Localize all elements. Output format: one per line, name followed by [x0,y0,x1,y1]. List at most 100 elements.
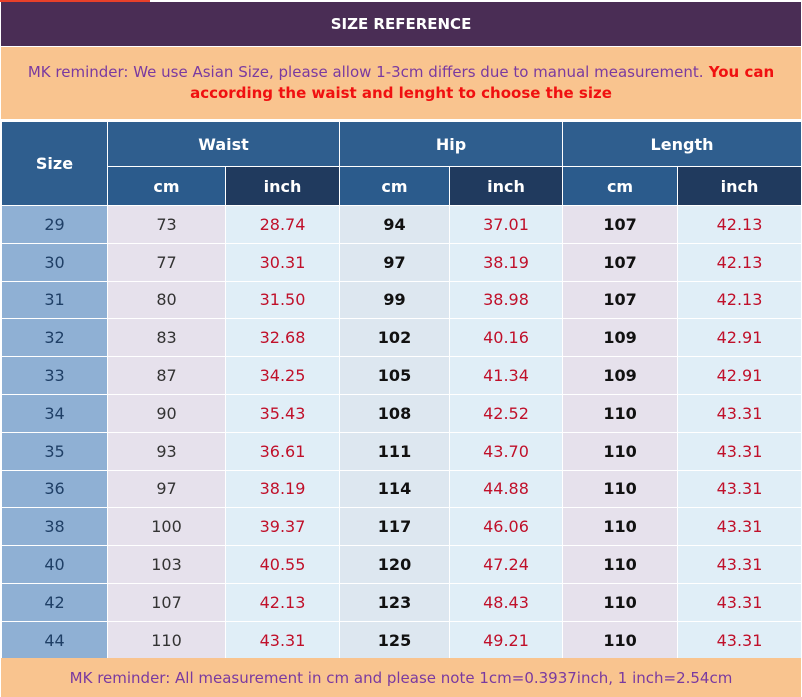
cell-waist-inch: 28.74 [225,205,340,244]
cell-length-inch: 42.13 [677,242,802,282]
cell-size: 31 [1,280,108,320]
cell-length-cm: 110 [562,393,679,433]
cell-length-cm: 110 [562,431,679,471]
cell-length-inch: 43.31 [677,545,802,584]
cell-size: 32 [1,318,108,358]
cell-length-inch: 42.91 [677,356,802,395]
table-row: 35 93 36.61 111 43.70 110 43.31 [1,431,802,471]
table-row: 38 100 39.37 117 46.06 110 43.31 [1,507,802,547]
header-length-cm: cm [562,166,679,206]
cell-waist-cm: 103 [107,545,226,584]
cell-length-inch: 43.31 [677,582,802,622]
cell-hip-cm: 123 [339,582,450,622]
table-row: 42 107 42.13 123 48.43 110 43.31 [1,582,802,622]
cell-size: 42 [1,582,108,622]
cell-waist-inch: 32.68 [225,318,340,358]
header-hip-inch: inch [448,166,564,206]
cell-waist-cm: 90 [107,393,226,433]
cell-waist-cm: 87 [107,356,226,395]
cell-waist-inch: 39.37 [225,507,340,547]
cell-waist-inch: 42.13 [225,582,340,622]
cell-size: 33 [1,356,108,395]
cell-hip-inch: 38.19 [448,242,564,282]
cell-waist-cm: 110 [107,620,226,660]
cell-length-cm: 110 [562,469,679,509]
cell-hip-inch: 40.16 [448,318,564,358]
cell-waist-inch: 36.61 [225,431,340,471]
cell-hip-inch: 42.52 [448,393,564,433]
cell-waist-cm: 93 [107,431,226,471]
cell-length-inch: 43.31 [677,393,802,433]
cell-size: 30 [1,242,108,282]
cell-hip-cm: 111 [339,431,450,471]
cell-hip-inch: 49.21 [448,620,564,660]
cell-hip-cm: 105 [339,356,450,395]
cell-waist-cm: 83 [107,318,226,358]
table-row: 32 83 32.68 102 40.16 109 42.91 [1,318,802,358]
cell-waist-inch: 35.43 [225,393,340,433]
table-row: 29 73 28.74 94 37.01 107 42.13 [1,205,802,244]
cell-hip-cm: 97 [339,242,450,282]
cell-hip-inch: 41.34 [448,356,564,395]
cell-length-inch: 42.13 [677,205,802,244]
cell-size: 29 [1,205,108,244]
cell-size: 35 [1,431,108,471]
cell-length-cm: 110 [562,545,679,584]
cell-hip-inch: 43.70 [448,431,564,471]
cell-waist-inch: 31.50 [225,280,340,320]
cell-waist-cm: 77 [107,242,226,282]
table-row: 44 110 43.31 125 49.21 110 43.31 [1,620,802,660]
cell-hip-inch: 44.88 [448,469,564,509]
cell-hip-cm: 120 [339,545,450,584]
header-hip: Hip [338,121,564,167]
cell-length-cm: 110 [562,507,679,547]
table-row: 31 80 31.50 99 38.98 107 42.13 [1,280,802,320]
size-table: Size Waist Hip Length cm inch cm inch cm… [1,121,802,660]
cell-length-cm: 110 [562,620,679,660]
cell-length-inch: 42.13 [677,280,802,320]
table-row: 33 87 34.25 105 41.34 109 42.91 [1,356,802,395]
header-size: Size [1,121,108,206]
header-waist-inch: inch [225,166,340,206]
cell-size: 40 [1,545,108,584]
cell-hip-inch: 48.43 [448,582,564,622]
cell-hip-cm: 94 [339,205,450,244]
page-title: SIZE REFERENCE [1,2,801,46]
table-row: 34 90 35.43 108 42.52 110 43.31 [1,393,802,433]
cell-waist-inch: 40.55 [225,545,340,584]
reminder-top-highlight: You can according the waist and lenght t… [190,63,775,102]
cell-length-inch: 43.31 [677,469,802,509]
cell-hip-cm: 102 [339,318,450,358]
top-red-accent [0,0,150,2]
cell-length-cm: 109 [562,318,679,358]
cell-hip-cm: 108 [339,393,450,433]
reminder-top-text: MK reminder: We use Asian Size, please a… [27,63,704,81]
header-length-inch: inch [677,166,802,206]
cell-waist-inch: 38.19 [225,469,340,509]
cell-waist-cm: 73 [107,205,226,244]
cell-hip-cm: 117 [339,507,450,547]
cell-waist-inch: 43.31 [225,620,340,660]
cell-waist-cm: 100 [107,507,226,547]
cell-length-cm: 107 [562,242,679,282]
cell-length-cm: 110 [562,582,679,622]
cell-length-cm: 109 [562,356,679,395]
cell-hip-inch: 37.01 [448,205,564,244]
table-row: 30 77 30.31 97 38.19 107 42.13 [1,242,802,282]
cell-length-cm: 107 [562,205,679,244]
header-waist: Waist [107,121,340,167]
cell-size: 44 [1,620,108,660]
cell-waist-inch: 34.25 [225,356,340,395]
cell-hip-inch: 38.98 [448,280,564,320]
cell-length-cm: 107 [562,280,679,320]
cell-hip-cm: 114 [339,469,450,509]
reminder-bottom: MK reminder: All measurement in cm and p… [1,658,801,697]
cell-hip-inch: 46.06 [448,507,564,547]
cell-waist-cm: 97 [107,469,226,509]
cell-length-inch: 43.31 [677,431,802,471]
cell-hip-cm: 99 [339,280,450,320]
cell-length-inch: 43.31 [677,507,802,547]
cell-waist-cm: 107 [107,582,226,622]
header-waist-cm: cm [107,166,226,206]
cell-waist-cm: 80 [107,280,226,320]
